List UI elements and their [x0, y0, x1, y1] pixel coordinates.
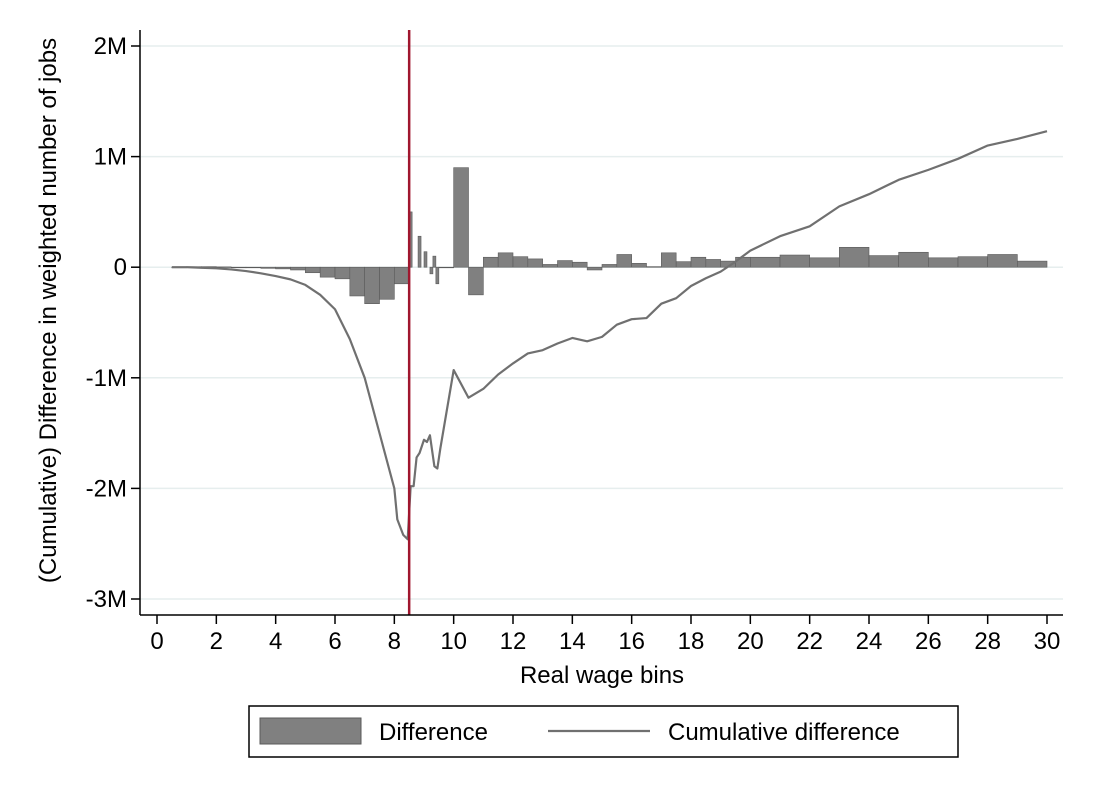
cumulative-line-layer [171, 130, 1048, 541]
x-tick-label: 0 [150, 628, 163, 655]
difference-bar [429, 266, 434, 275]
legend-box [248, 705, 959, 758]
x-tick-label: 2 [210, 628, 223, 655]
difference-bar [1017, 260, 1048, 268]
y-tick-label: 0 [114, 254, 127, 281]
difference-bar [432, 255, 437, 268]
cumulative-difference-line [171, 130, 1048, 541]
difference-bar [705, 259, 721, 268]
difference-bar [557, 260, 573, 268]
difference-bar [957, 256, 988, 268]
difference-bar [572, 261, 588, 268]
x-axis-title: Real wage bins [520, 662, 684, 689]
difference-bar [364, 266, 380, 304]
x-tick-label: 8 [388, 628, 401, 655]
difference-bar [417, 235, 422, 268]
y-tick-label: -3M [86, 586, 127, 613]
x-tick-label: 6 [328, 628, 341, 655]
difference-bar [928, 257, 959, 268]
x-tick-label: 12 [500, 628, 527, 655]
x-tick-label: 18 [678, 628, 705, 655]
difference-bar [779, 254, 810, 268]
difference-bar [260, 266, 276, 269]
difference-bar [453, 167, 469, 268]
difference-bar [290, 266, 306, 271]
x-tick-label: 20 [737, 628, 764, 655]
difference-bar [423, 251, 428, 268]
y-tick-label: -1M [86, 365, 127, 392]
difference-bar [661, 252, 677, 268]
legend-label-cumulative-difference: Cumulative difference [668, 719, 900, 746]
difference-bar [512, 256, 529, 268]
difference-bar [690, 256, 707, 268]
difference-bar [631, 263, 647, 268]
difference-bar [245, 266, 262, 269]
x-tick-label: 16 [618, 628, 645, 655]
difference-bar [542, 264, 558, 268]
difference-bar [646, 266, 662, 268]
difference-bar [497, 252, 514, 268]
x-tick-label: 22 [796, 628, 823, 655]
x-tick-label: 28 [974, 628, 1001, 655]
difference-bar [987, 254, 1018, 268]
difference-bar [468, 266, 484, 296]
difference-bar [334, 266, 351, 280]
legend-bar-swatch [259, 717, 362, 745]
difference-bar [275, 266, 291, 270]
difference-bar [230, 266, 247, 269]
difference-bar [839, 246, 870, 268]
difference-bar [349, 266, 365, 297]
difference-bar [809, 257, 840, 268]
x-tick-label: 30 [1034, 628, 1061, 655]
x-tick-label: 4 [269, 628, 282, 655]
x-tick-label: 10 [440, 628, 467, 655]
x-tick-label: 14 [559, 628, 586, 655]
difference-bar [483, 256, 499, 268]
difference-bar [394, 266, 410, 285]
difference-bar [305, 266, 321, 274]
difference-bar [379, 266, 395, 300]
legend-label-difference: Difference [379, 719, 488, 746]
difference-bar [527, 258, 543, 268]
difference-bar [319, 266, 336, 278]
difference-bar [438, 266, 454, 269]
difference-bar [586, 266, 603, 271]
y-tick-label: 2M [94, 33, 127, 60]
y-axis-title: (Cumulative) Difference in weighted numb… [35, 38, 62, 583]
difference-bar [435, 266, 440, 285]
difference-bar [616, 254, 632, 268]
x-tick-label: 24 [856, 628, 883, 655]
difference-bar [750, 256, 781, 268]
y-tick-label: -2M [86, 475, 127, 502]
difference-bar [868, 255, 899, 268]
difference-bar [898, 251, 929, 268]
difference-bar [675, 261, 692, 268]
difference-bar [601, 264, 618, 268]
legend: Difference Cumulative difference [248, 705, 959, 758]
x-tick-label: 26 [915, 628, 942, 655]
y-tick-label: 1M [94, 144, 127, 171]
